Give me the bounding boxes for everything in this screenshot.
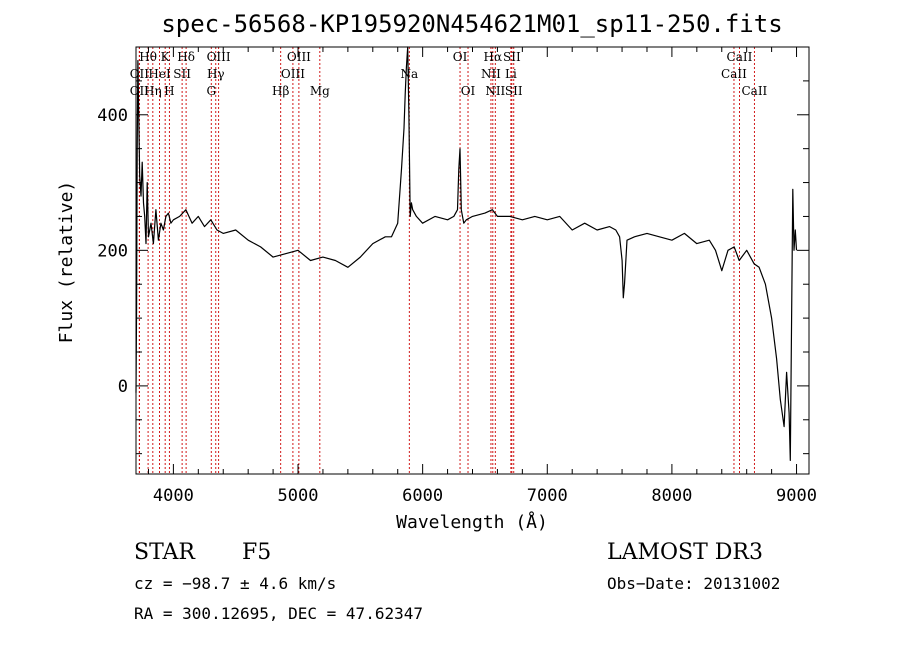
axis-ticks: 4000 5000 6000 7000 8000 9000 0 200 400 — [97, 46, 817, 506]
spectral-line-label: Hα — [484, 50, 503, 64]
spectral-line-markers — [138, 47, 755, 474]
spectral-line-label: OIII — [287, 50, 311, 64]
chart-title: spec-56568-KP195920N454621M01_sp11-250.f… — [161, 10, 782, 38]
spectral-line-label: OIII — [207, 50, 231, 64]
spectral-line-labels: OII OII Hθ Hη HeI K H SII Hδ G Hγ OIII Hβ OIII OIII Mg N… — [130, 50, 768, 98]
plot-frame — [135, 46, 810, 475]
spectral-line-label: Hη — [144, 84, 162, 98]
spectral-line-label: K — [161, 50, 171, 64]
spectral-line-label: OII — [130, 67, 150, 81]
x-tick-label: 5000 — [278, 486, 319, 506]
spectral-line-label: OIII — [281, 67, 305, 81]
x-tick-label: 8000 — [651, 486, 692, 506]
x-axis-label: Wavelength (Å) — [396, 511, 548, 533]
object-class: STAR — [134, 540, 195, 565]
x-tick-label: 4000 — [153, 486, 194, 506]
spectral-line-label: Hθ — [139, 50, 157, 64]
spectral-line-label: G — [206, 84, 216, 98]
spectral-line-label: Li — [505, 67, 517, 81]
survey-name: LAMOST DR3 — [607, 540, 763, 565]
spectral-line-label: NII — [485, 84, 505, 98]
spectral-line-label: Hγ — [207, 67, 225, 81]
x-tick-label: 6000 — [402, 486, 443, 506]
spectrum-line — [135, 46, 798, 461]
spectral-line-label: OII — [130, 84, 150, 98]
spectral-line-label: SII — [503, 50, 521, 64]
spectral-line-label: Hδ — [177, 50, 195, 64]
y-tick-label: 400 — [97, 106, 128, 126]
spectral-line-label: Na — [400, 67, 418, 81]
spectral-line-label: OI — [461, 84, 476, 98]
spectral-line-label: NII — [481, 67, 501, 81]
y-tick-label: 200 — [97, 241, 128, 261]
spectral-line-label: SII — [505, 84, 523, 98]
spectral-line-label: H — [164, 84, 174, 98]
redshift-value: cz = −98.7 ± 4.6 km/s — [134, 574, 337, 593]
spectral-line-label: HeI — [148, 67, 171, 81]
spectral-line-label: Hβ — [272, 84, 289, 98]
spectral-line-label: CaII — [721, 67, 747, 81]
spectral-line-label: OI — [453, 50, 468, 64]
spectral-line-label: Mg — [310, 84, 330, 98]
spectral-line-label: SII — [173, 67, 191, 81]
observation-date: Obs−Date: 20131002 — [607, 574, 781, 593]
y-axis-label: Flux (relative) — [56, 181, 77, 344]
x-tick-label: 9000 — [776, 486, 817, 506]
coordinates: RA = 300.12695, DEC = 47.62347 — [134, 604, 423, 623]
spectral-line-label: CaII — [727, 50, 753, 64]
x-tick-label: 7000 — [527, 486, 568, 506]
object-subclass: F5 — [242, 540, 272, 565]
spectral-line-label: CaII — [741, 84, 767, 98]
y-tick-label: 0 — [118, 377, 128, 397]
